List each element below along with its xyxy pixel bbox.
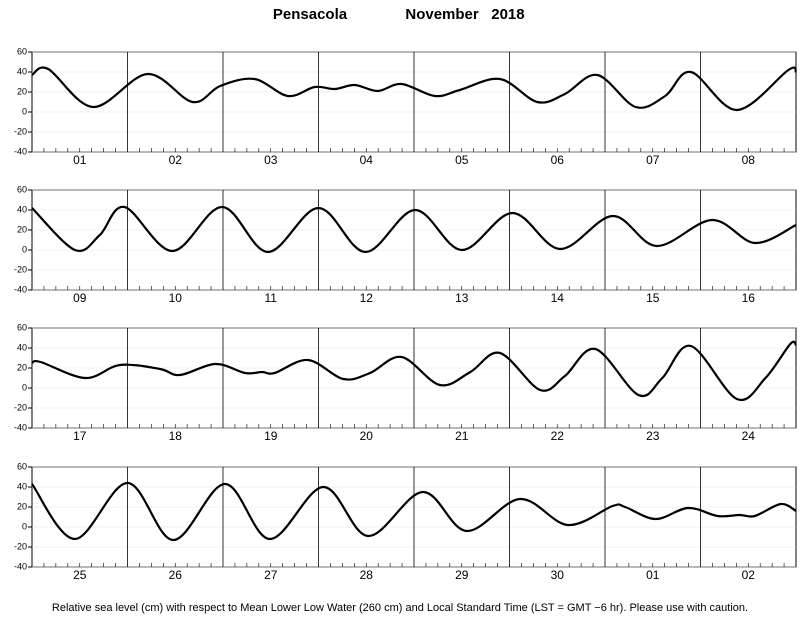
day-label: 20 [360, 429, 374, 443]
day-label: 12 [360, 291, 374, 305]
y-tick-label: -40 [14, 422, 27, 432]
y-tick-label: 40 [17, 481, 27, 491]
y-tick-label: 0 [22, 244, 27, 254]
title-place: Pensacola [273, 6, 348, 23]
day-label: 01 [646, 568, 660, 582]
footnote: Relative sea level (cm) with respect to … [52, 602, 748, 614]
day-label: 09 [73, 291, 87, 305]
day-label: 27 [264, 568, 278, 582]
y-tick-label: 40 [17, 204, 27, 214]
tide-line [31, 481, 797, 542]
y-tick-label: 60 [17, 184, 27, 194]
day-label: 23 [646, 429, 660, 443]
day-label: 26 [169, 568, 183, 582]
y-tick-label: 20 [17, 501, 27, 511]
day-label: 02 [169, 153, 183, 167]
title-period: November 2018 [405, 6, 524, 23]
day-label: 13 [455, 291, 469, 305]
y-tick-label: 0 [22, 521, 27, 531]
day-label: 19 [264, 429, 278, 443]
day-label: 03 [264, 153, 278, 167]
day-label: 02 [742, 568, 756, 582]
day-label: 18 [169, 429, 183, 443]
day-label: 28 [360, 568, 374, 582]
day-label: 11 [265, 291, 278, 305]
day-label: 25 [73, 568, 87, 582]
day-label: 01 [73, 153, 87, 167]
day-label: 05 [455, 153, 469, 167]
y-tick-label: 60 [17, 322, 27, 332]
y-tick-label: -40 [14, 284, 27, 294]
y-tick-label: -40 [14, 561, 27, 571]
day-label: 22 [551, 429, 565, 443]
y-tick-label: 0 [22, 382, 27, 392]
y-tick-label: -20 [14, 402, 27, 412]
y-tick-label: 20 [17, 362, 27, 372]
day-label: 14 [551, 291, 565, 305]
y-tick-label: 20 [17, 224, 27, 234]
y-tick-label: 0 [22, 106, 27, 116]
y-tick-label: -40 [14, 146, 27, 156]
tide-line [31, 66, 798, 112]
day-label: 16 [742, 291, 756, 305]
y-tick-label: 40 [17, 66, 27, 76]
tide-line [31, 205, 797, 254]
day-label: 07 [646, 153, 660, 167]
y-tick-label: -20 [14, 541, 27, 551]
day-label: 24 [742, 429, 756, 443]
tide-line [31, 340, 797, 402]
y-tick-label: -20 [14, 264, 27, 274]
y-tick-label: 40 [17, 342, 27, 352]
day-label: 08 [742, 153, 756, 167]
y-tick-label: 20 [17, 86, 27, 96]
y-tick-label: -20 [14, 126, 27, 136]
day-label: 15 [646, 291, 660, 305]
day-label: 21 [455, 429, 469, 443]
day-label: 17 [73, 429, 87, 443]
day-label: 06 [551, 153, 565, 167]
y-tick-label: 60 [17, 46, 27, 56]
day-label: 10 [169, 291, 183, 305]
day-label: 30 [551, 568, 565, 582]
day-label: 04 [360, 153, 374, 167]
day-label: 29 [455, 568, 469, 582]
y-tick-label: 60 [17, 461, 27, 471]
